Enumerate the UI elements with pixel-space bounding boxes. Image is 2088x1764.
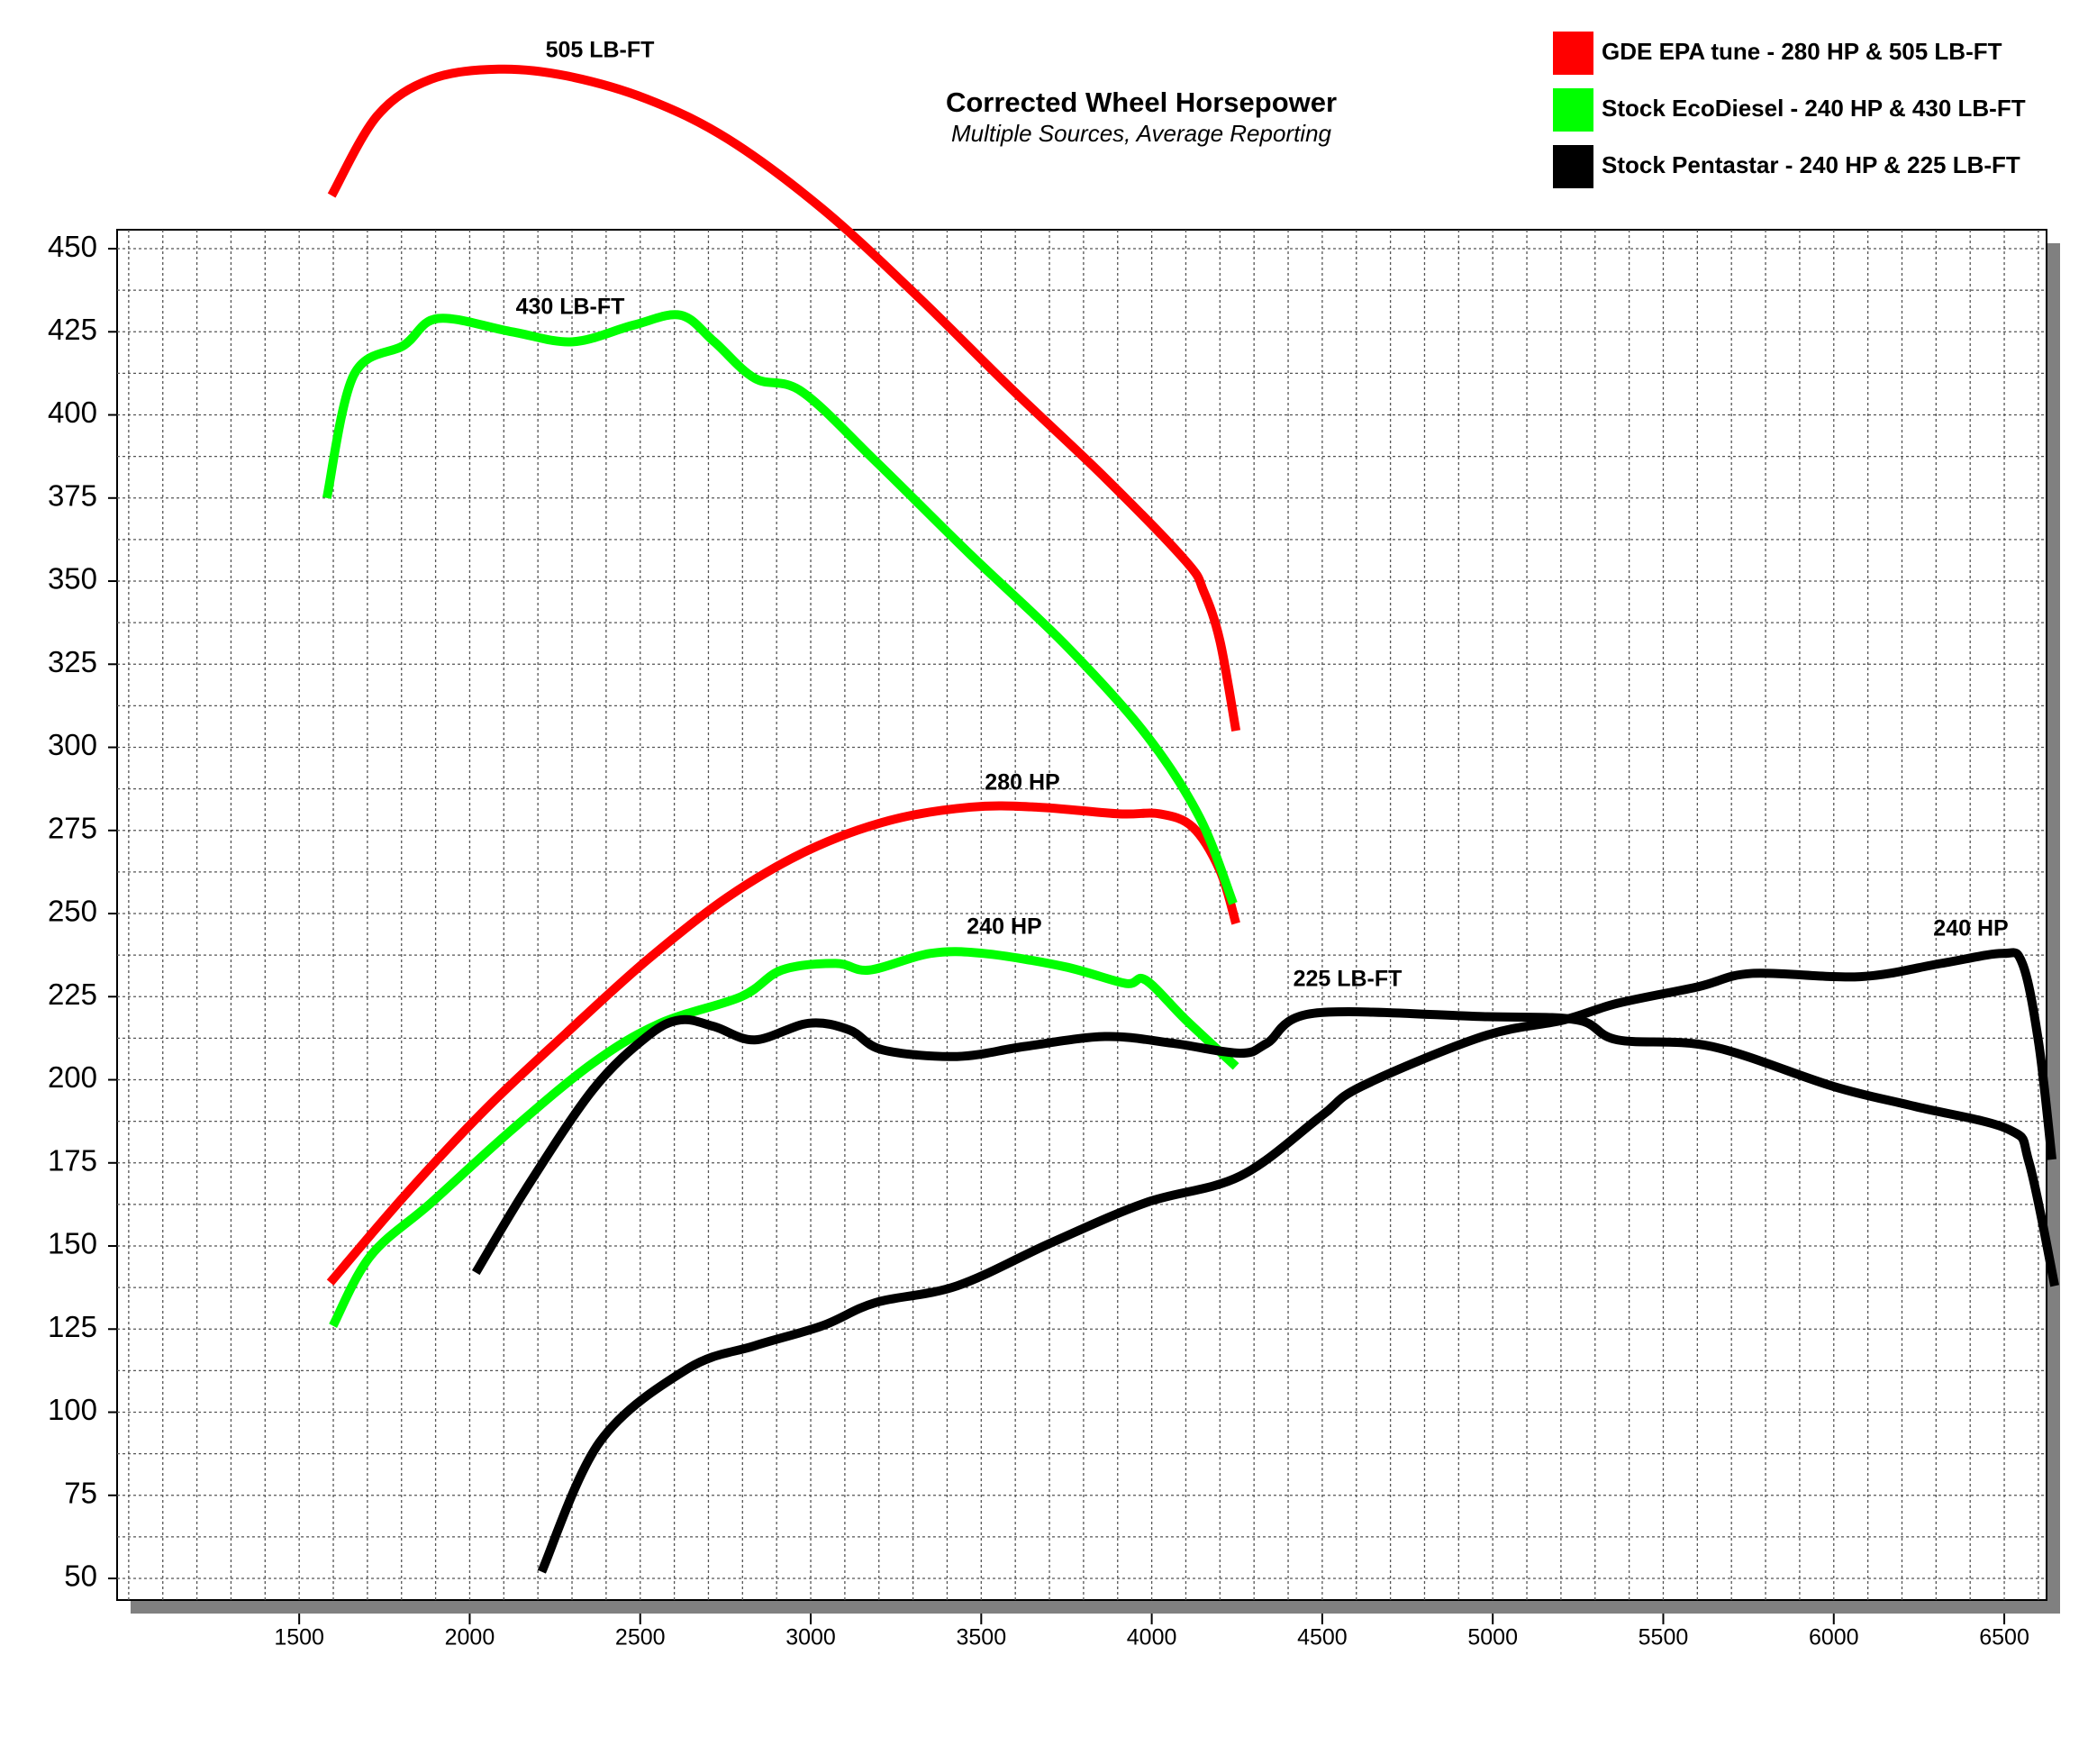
y-tick-label: 250 — [48, 895, 97, 928]
y-tick-label: 225 — [48, 977, 97, 1011]
chart-subtitle: Multiple Sources, Average Reporting — [951, 120, 1332, 147]
legend-label: GDE EPA tune - 280 HP & 505 LB-FT — [1602, 38, 2002, 65]
annotation: 430 LB-FT — [516, 295, 625, 320]
lines — [322, 64, 2059, 1574]
y-tick-label: 375 — [48, 478, 97, 512]
y-tick-label: 325 — [48, 645, 97, 678]
series-line — [326, 801, 1240, 1286]
annotation: 280 HP — [985, 770, 1059, 796]
plot-area — [116, 229, 2047, 1601]
annotation: 240 HP — [1933, 916, 2008, 941]
y-tick-label: 300 — [48, 728, 97, 761]
legend-label: Stock EcoDiesel - 240 HP & 430 LB-FT — [1602, 95, 2026, 122]
chart-title: Corrected Wheel Horsepower — [946, 86, 1337, 118]
y-tick-label: 425 — [48, 313, 97, 346]
grid — [117, 230, 2047, 1600]
annotation: 240 HP — [967, 914, 1041, 940]
y-tick-label: 125 — [48, 1310, 97, 1343]
series-line — [327, 64, 1241, 732]
series-line — [322, 310, 1238, 905]
x-tick-label: 5500 — [1639, 1625, 1689, 1650]
y-tick-label: 175 — [48, 1143, 97, 1177]
x-tick-label: 6500 — [1979, 1625, 2029, 1650]
y-tick-label: 275 — [48, 811, 97, 844]
y-tick-label: 50 — [64, 1559, 97, 1593]
x-tick-label: 4500 — [1297, 1625, 1348, 1650]
series-line — [471, 1007, 2059, 1287]
x-tick-label: 2000 — [445, 1625, 495, 1650]
annotation: 225 LB-FT — [1294, 967, 1403, 992]
y-tick-label: 200 — [48, 1060, 97, 1094]
x-tick-label: 5000 — [1467, 1625, 1518, 1650]
legend-swatch — [1553, 145, 1593, 188]
x-tick-label: 4000 — [1127, 1625, 1177, 1650]
y-tick-label: 150 — [48, 1227, 97, 1260]
y-tick-label: 350 — [48, 562, 97, 596]
y-tick-label: 75 — [64, 1476, 97, 1509]
legend-swatch — [1553, 88, 1593, 132]
x-tick-label: 6000 — [1809, 1625, 1859, 1650]
x-tick-label: 3500 — [957, 1625, 1007, 1650]
y-tick-label: 450 — [48, 230, 97, 263]
y-tick-label: 400 — [48, 396, 97, 429]
legend-swatch — [1553, 32, 1593, 75]
y-tick-label: 100 — [48, 1393, 97, 1426]
series-line — [537, 948, 2057, 1574]
x-tick-label: 3000 — [785, 1625, 836, 1650]
annotation: 505 LB-FT — [546, 38, 655, 63]
legend-label: Stock Pentastar - 240 HP & 225 LB-FT — [1602, 151, 2020, 178]
series-line — [329, 947, 1239, 1328]
x-tick-label: 1500 — [274, 1625, 324, 1650]
x-tick-label: 2500 — [615, 1625, 666, 1650]
